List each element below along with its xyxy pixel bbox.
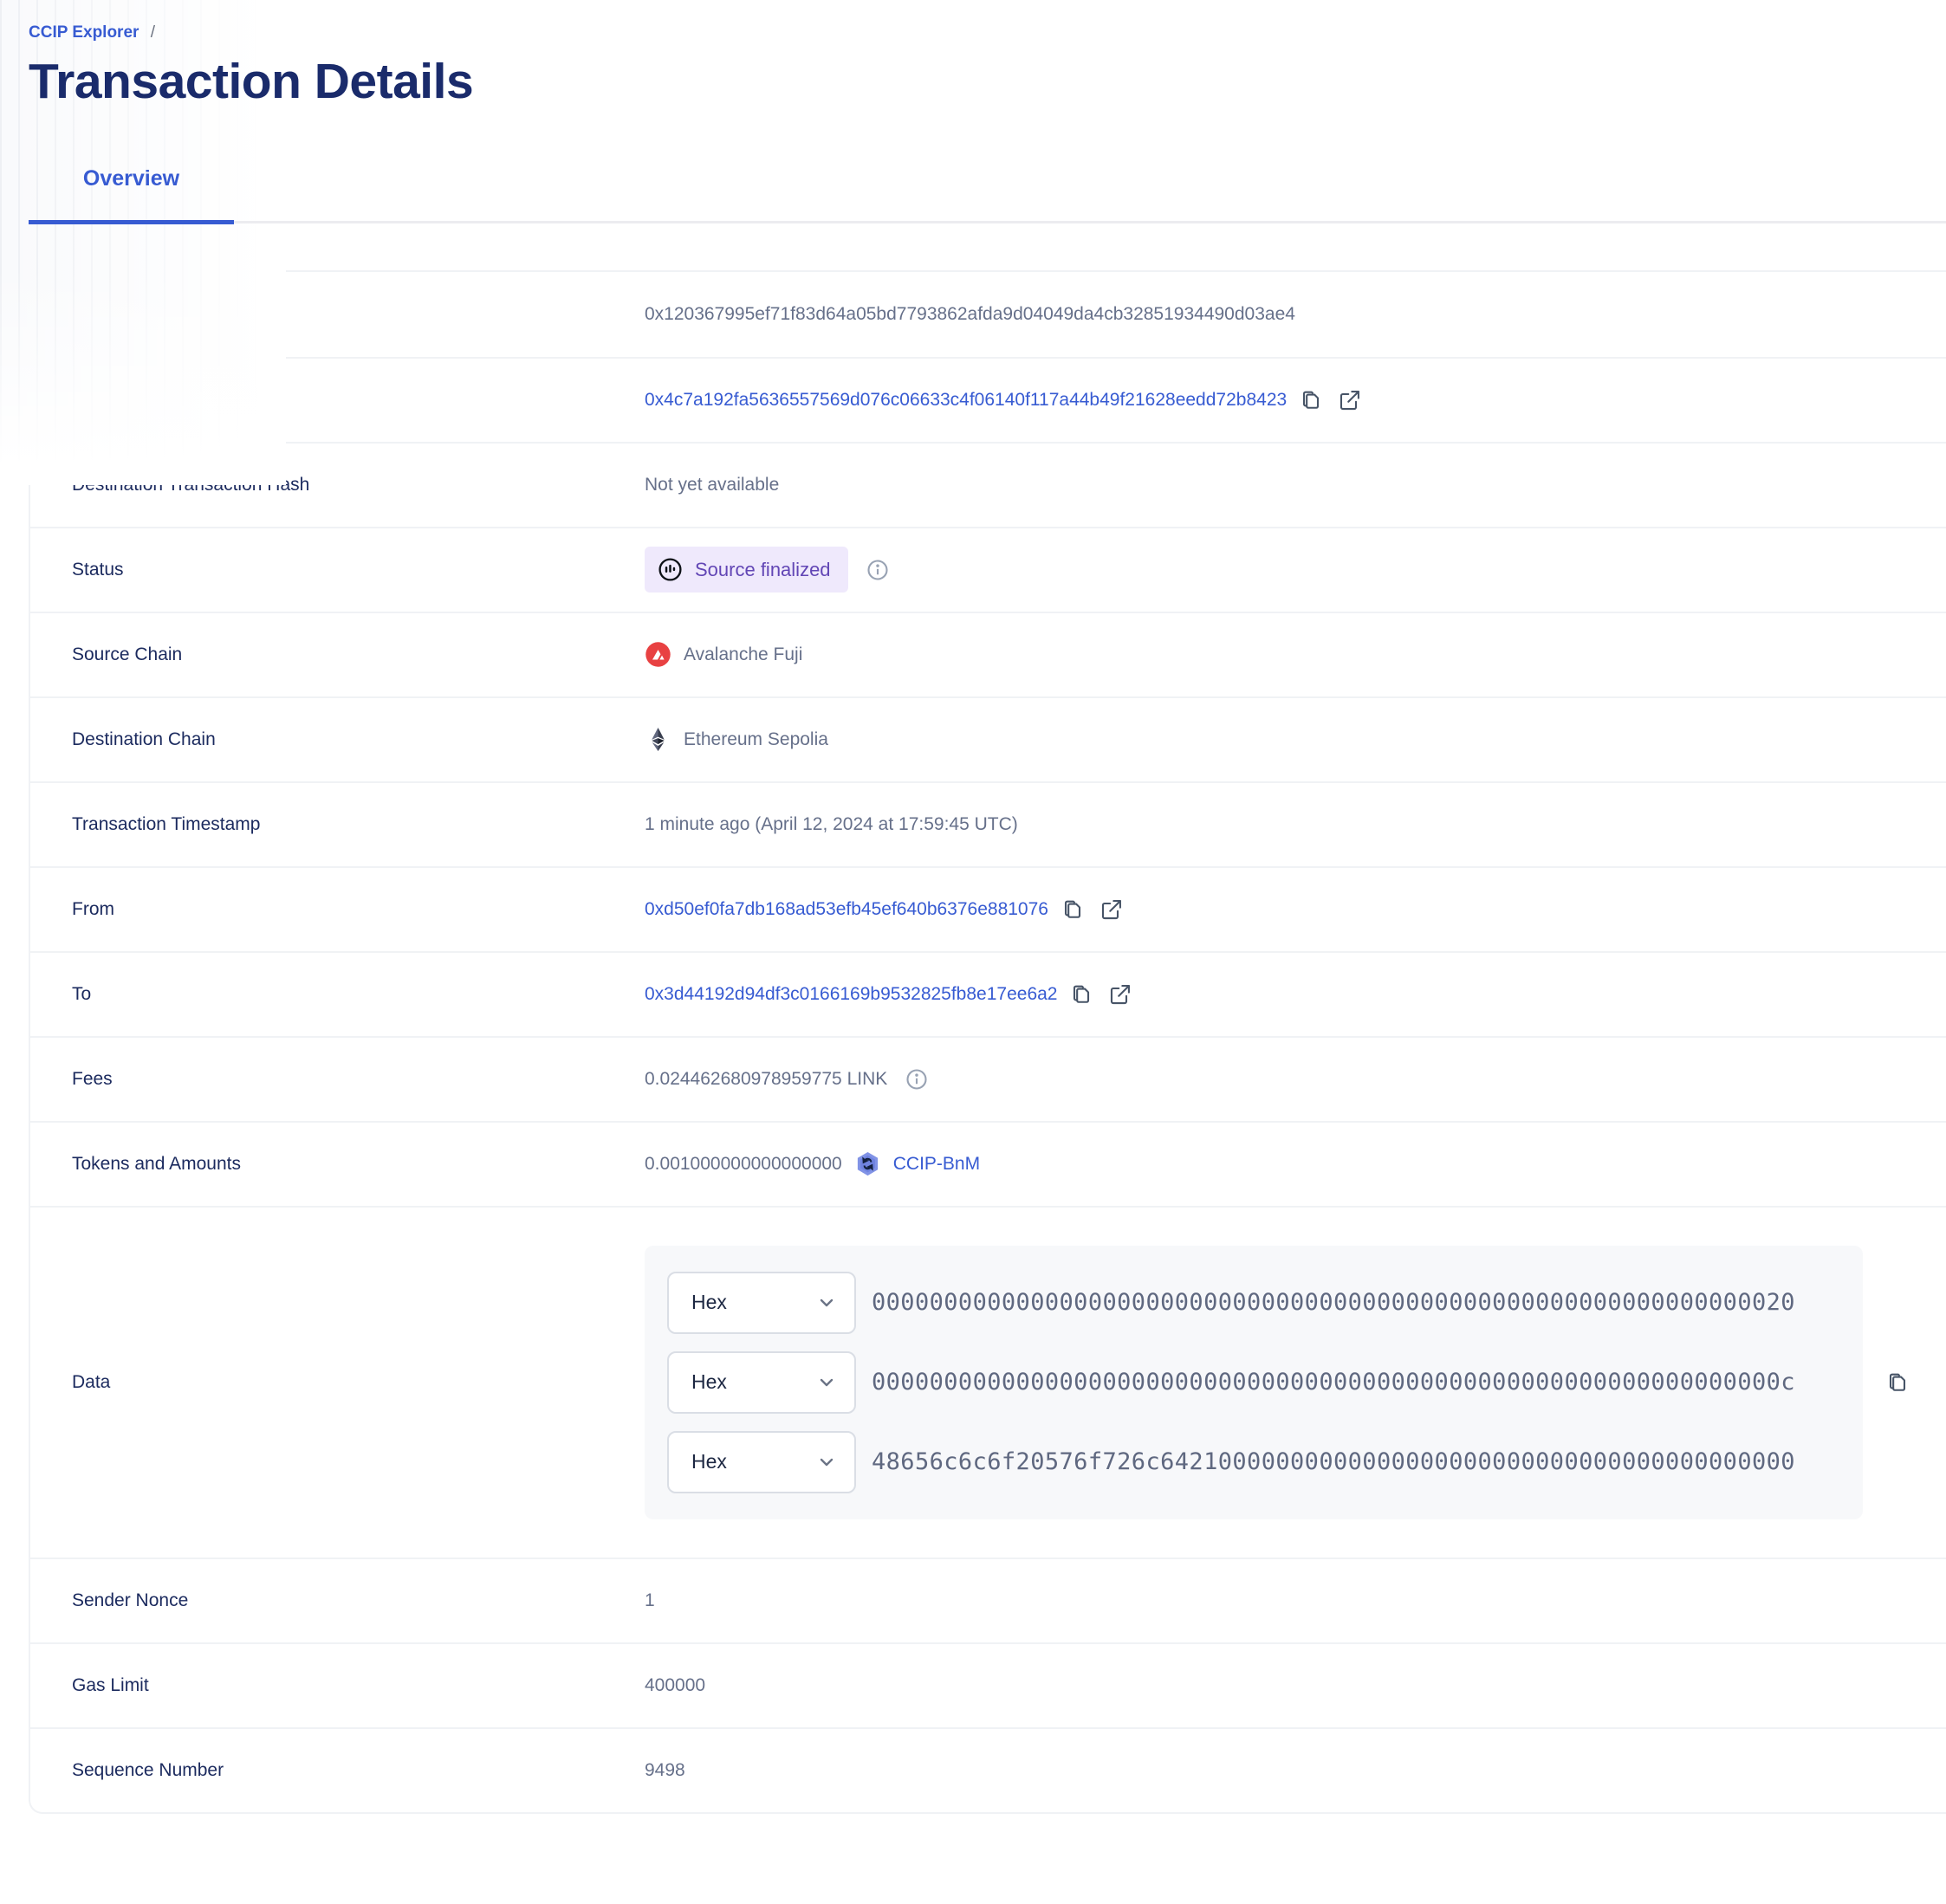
copy-icon[interactable] xyxy=(1299,387,1325,413)
transaction-details-card: Message ID 0x120367995ef71f83d64a05bd779… xyxy=(29,269,1946,1814)
to-address-link[interactable]: 0x3d44192d94df3c0166169b9532825fb8e17ee6… xyxy=(645,983,1058,1004)
row-destination-chain: Destination Chain Ethereum Sepolia xyxy=(30,696,1946,781)
destination-transaction-hash-value: Not yet available xyxy=(645,474,780,495)
transaction-timestamp-label: Transaction Timestamp xyxy=(72,813,261,834)
data-format-select[interactable]: Hex xyxy=(667,1430,856,1493)
info-icon[interactable] xyxy=(866,558,890,582)
data-line: Hex 48656c6c6f20576f726c6421000000000000… xyxy=(667,1430,1840,1493)
data-label: Data xyxy=(72,1371,111,1392)
message-id-value: 0x120367995ef71f83d64a05bd7793862afda9d0… xyxy=(645,303,1295,324)
page-header: CCIP Explorer / Transaction Details xyxy=(0,0,1946,109)
token-amount-value: 0.001000000000000000 xyxy=(645,1153,842,1174)
row-sender-nonce: Sender Nonce 1 xyxy=(30,1557,1946,1642)
ccip-bnm-token-icon xyxy=(854,1150,881,1177)
sequence-number-label: Sequence Number xyxy=(72,1759,224,1780)
row-fees: Fees 0.024462680978959775 LINK xyxy=(30,1035,1946,1121)
row-to: To 0x3d44192d94df3c0166169b9532825fb8e17… xyxy=(30,950,1946,1036)
tab-bar: Overview xyxy=(29,158,1946,224)
breadcrumb: CCIP Explorer / xyxy=(29,23,1946,42)
status-progress-icon xyxy=(658,558,682,581)
source-chain-label: Source Chain xyxy=(72,644,183,664)
status-badge-text: Source finalized xyxy=(695,558,831,580)
data-hex-container: Hex 000000000000000000000000000000000000… xyxy=(645,1245,1863,1519)
destination-transaction-hash-label: Destination Transaction Hash xyxy=(72,474,310,495)
ethereum-logo-icon xyxy=(645,726,671,753)
row-source-chain: Source Chain Avalanche Fuji xyxy=(30,611,1946,696)
copy-icon[interactable] xyxy=(1885,1370,1911,1396)
info-icon[interactable] xyxy=(905,1067,929,1091)
external-link-icon[interactable] xyxy=(1099,897,1125,923)
chevron-down-icon xyxy=(820,1298,834,1306)
data-line: Hex 000000000000000000000000000000000000… xyxy=(667,1271,1840,1334)
token-name-link[interactable]: CCIP-BnM xyxy=(892,1153,981,1174)
row-message-id: Message ID 0x120367995ef71f83d64a05bd779… xyxy=(30,272,1946,357)
data-hex-value: 0000000000000000000000000000000000000000… xyxy=(872,1369,1795,1396)
data-format-select[interactable]: Hex xyxy=(667,1271,856,1334)
sender-nonce-label: Sender Nonce xyxy=(72,1590,189,1610)
data-format-value: Hex xyxy=(691,1450,727,1473)
status-label: Status xyxy=(72,559,124,580)
breadcrumb-link-ccip-explorer[interactable]: CCIP Explorer xyxy=(29,23,139,42)
copy-icon[interactable] xyxy=(1061,897,1087,923)
sender-nonce-value: 1 xyxy=(645,1590,655,1610)
chevron-down-icon xyxy=(820,1378,834,1386)
tokens-and-amounts-label: Tokens and Amounts xyxy=(72,1153,241,1174)
chevron-down-icon xyxy=(820,1458,834,1466)
source-chain-value: Avalanche Fuji xyxy=(684,644,803,664)
row-transaction-timestamp: Transaction Timestamp 1 minute ago (Apri… xyxy=(30,780,1946,866)
data-hex-value: 0000000000000000000000000000000000000000… xyxy=(872,1289,1795,1317)
to-label: To xyxy=(72,983,92,1004)
avalanche-logo-icon xyxy=(645,641,671,668)
from-address-link[interactable]: 0xd50ef0fa7db168ad53efb45ef640b6376e8810… xyxy=(645,898,1048,919)
data-line: Hex 000000000000000000000000000000000000… xyxy=(667,1350,1840,1414)
fees-value: 0.024462680978959775 LINK xyxy=(645,1068,888,1089)
from-label: From xyxy=(72,898,114,919)
row-source-transaction-hash: Source Transaction Hash 0x4c7a192fa56365… xyxy=(30,356,1946,442)
data-format-select[interactable]: Hex xyxy=(667,1350,856,1414)
row-data: Data Hex 0000000000000000000000000000000… xyxy=(30,1205,1946,1558)
destination-chain-value: Ethereum Sepolia xyxy=(684,729,828,749)
tab-overview-label: Overview xyxy=(82,165,180,191)
data-format-value: Hex xyxy=(691,1370,727,1394)
data-format-value: Hex xyxy=(691,1291,727,1314)
breadcrumb-separator: / xyxy=(150,23,155,42)
external-link-icon[interactable] xyxy=(1337,387,1363,413)
row-destination-transaction-hash: Destination Transaction Hash Not yet ava… xyxy=(30,441,1946,527)
fees-label: Fees xyxy=(72,1068,113,1089)
sequence-number-value: 9498 xyxy=(645,1759,685,1780)
status-badge: Source finalized xyxy=(645,547,848,593)
data-hex-value: 48656c6c6f20576f726c64210000000000000000… xyxy=(872,1448,1795,1476)
row-tokens-and-amounts: Tokens and Amounts 0.001000000000000000 … xyxy=(30,1120,1946,1206)
row-sequence-number: Sequence Number 9498 xyxy=(30,1726,1946,1812)
source-transaction-hash-link[interactable]: 0x4c7a192fa5636557569d076c06633c4f06140f… xyxy=(645,389,1288,410)
gas-limit-value: 400000 xyxy=(645,1674,706,1695)
row-gas-limit: Gas Limit 400000 xyxy=(30,1642,1946,1727)
external-link-icon[interactable] xyxy=(1107,981,1133,1007)
tab-overview[interactable]: Overview xyxy=(29,158,234,224)
page-title: Transaction Details xyxy=(29,54,474,109)
source-transaction-hash-label: Source Transaction Hash xyxy=(72,389,276,410)
row-from: From 0xd50ef0fa7db168ad53efb45ef640b6376… xyxy=(30,865,1946,951)
destination-chain-label: Destination Chain xyxy=(72,729,216,749)
gas-limit-label: Gas Limit xyxy=(72,1674,149,1695)
transaction-timestamp-value: 1 minute ago (April 12, 2024 at 17:59:45… xyxy=(645,813,1018,834)
message-id-label: Message ID xyxy=(72,303,170,324)
row-status: Status Source finalized xyxy=(30,526,1946,612)
copy-icon[interactable] xyxy=(1069,981,1095,1007)
